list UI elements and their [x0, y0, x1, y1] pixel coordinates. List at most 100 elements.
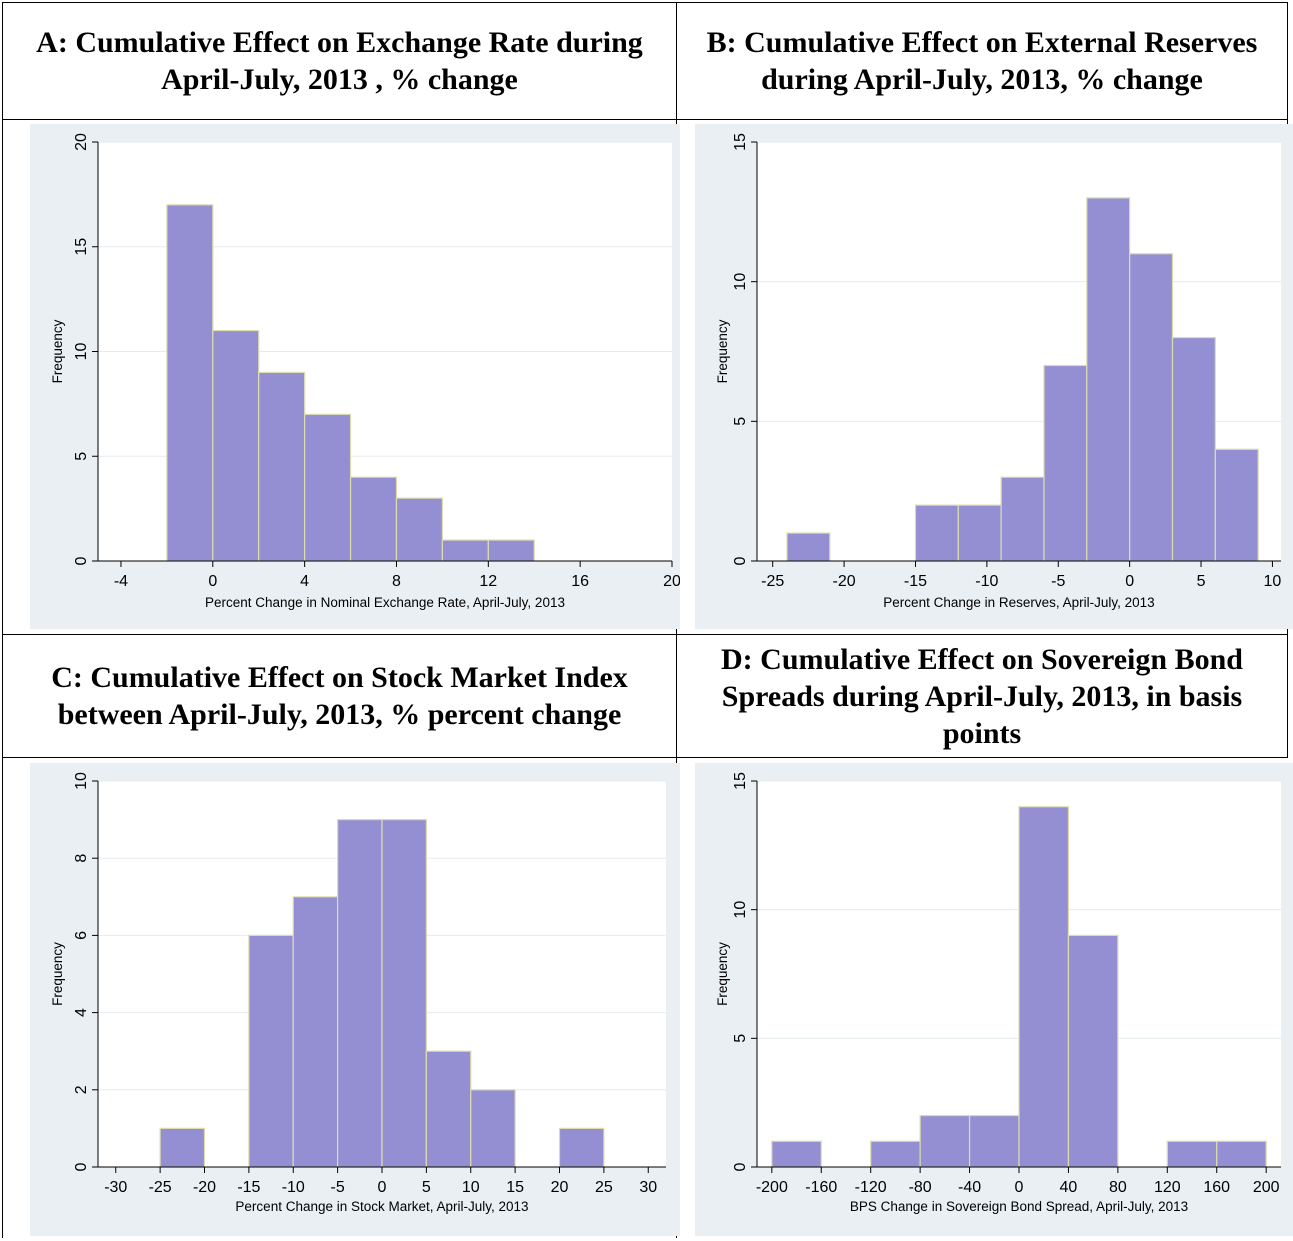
histogram-bar — [1067, 934, 1119, 1168]
x-tick-label: -15 — [904, 573, 927, 590]
y-axis-title: Frequency — [50, 942, 65, 1006]
histogram-bar — [304, 413, 352, 562]
x-tick-label: 0 — [378, 1179, 387, 1196]
histogram-bar — [919, 1114, 971, 1168]
x-tick-label: 120 — [1154, 1179, 1181, 1196]
histogram-bar — [957, 504, 1002, 562]
x-tick-label: -5 — [1051, 573, 1065, 590]
histogram-bar — [1086, 197, 1131, 562]
x-tick-label: 4 — [300, 573, 309, 590]
y-tick-label: 5 — [732, 417, 749, 426]
panel-d-svg: 0 5 10 15 -200 -160 -120 -80 -40 0 40 80 120 160 200 BP… — [715, 772, 1281, 1214]
x-tick-label: 80 — [1109, 1179, 1127, 1196]
histogram-bar — [441, 539, 489, 562]
histogram-bar — [1216, 1140, 1267, 1168]
y-tick-label: 10 — [73, 343, 90, 361]
x-tick-label: 5 — [1197, 573, 1206, 590]
histogram-bar — [558, 1127, 605, 1168]
panel-c-chart: 0 2 4 6 8 10 -30 -25 -20 -15 -10 -5 0 5 10 15 20 25 30 Perc… — [30, 763, 680, 1236]
table-rule-left-bottom — [2, 758, 3, 1238]
y-axis-title: Frequency — [715, 319, 730, 383]
panel-a-chart: 0 5 10 15 20 -4 0 4 8 12 16 20 Percent Change in Nom… — [30, 124, 680, 629]
x-tick-label: 0 — [208, 573, 217, 590]
x-tick-label: -200 — [756, 1179, 788, 1196]
y-tick-label: 0 — [732, 1162, 749, 1171]
x-tick-label: 40 — [1060, 1179, 1078, 1196]
x-tick-label: 15 — [506, 1179, 524, 1196]
y-tick-label: 0 — [73, 556, 90, 565]
panel-b-svg: 0 5 10 15 -25 -20 -15 -10 -5 0 5 10 Percent Change i… — [715, 133, 1282, 610]
panel-c-title: C: Cumulative Effect on Stock Market Ind… — [2, 634, 677, 758]
x-tick-label: -40 — [958, 1179, 981, 1196]
panel-c-svg: 0 2 4 6 8 10 -30 -25 -20 -15 -10 -5 0 5 10 15 20 25 30 Perc… — [50, 772, 666, 1214]
histogram-bar — [349, 476, 398, 562]
x-tick-label: -15 — [237, 1179, 260, 1196]
panel-d-title: D: Cumulative Effect on Sovereign Bond S… — [676, 634, 1288, 758]
x-tick-label: -80 — [909, 1179, 932, 1196]
y-tick-label: 15 — [732, 772, 749, 790]
x-tick-label: 30 — [639, 1179, 657, 1196]
y-tick-label: 10 — [732, 901, 749, 919]
histogram-bar — [1129, 253, 1174, 562]
histogram-bar — [1000, 476, 1045, 562]
y-tick-label: 8 — [73, 854, 90, 863]
y-tick-label: 10 — [732, 273, 749, 291]
y-tick-label: 10 — [73, 772, 90, 790]
x-axis-title: Percent Change in Reserves, April-July, … — [883, 595, 1154, 610]
x-tick-label: 25 — [595, 1179, 613, 1196]
histogram-bar — [248, 934, 294, 1168]
histogram-bar — [487, 539, 535, 562]
histogram-bar — [292, 896, 339, 1168]
x-tick-label: 10 — [1264, 573, 1282, 590]
x-axis-title: Percent Change in Nominal Exchange Rate,… — [205, 595, 565, 610]
x-tick-label: 10 — [462, 1179, 480, 1196]
histogram-bar — [337, 818, 383, 1168]
x-tick-label: -10 — [282, 1179, 305, 1196]
x-tick-label: -25 — [761, 573, 784, 590]
histogram-bar — [870, 1140, 921, 1168]
x-tick-label: 12 — [479, 573, 497, 590]
y-tick-label: 5 — [732, 1034, 749, 1043]
histogram-bar — [381, 818, 427, 1168]
histogram-bar — [968, 1114, 1020, 1168]
panel-a-svg: 0 5 10 15 20 -4 0 4 8 12 16 20 Percent Change in Nom… — [50, 133, 680, 610]
histogram-bar — [258, 371, 306, 562]
y-tick-label: 5 — [73, 452, 90, 461]
x-tick-label: 16 — [571, 573, 589, 590]
y-tick-label: 20 — [73, 133, 90, 151]
table-rule-left — [2, 120, 3, 634]
histogram-bar — [166, 204, 214, 562]
y-axis-title: Frequency — [715, 942, 730, 1006]
panel-b-title: B: Cumulative Effect on External Reserve… — [676, 2, 1288, 120]
x-tick-label: 20 — [663, 573, 680, 590]
histogram-bar — [1018, 806, 1070, 1168]
x-axis-title: Percent Change in Stock Market, April-Ju… — [235, 1199, 528, 1214]
y-tick-label: 6 — [73, 931, 90, 940]
y-tick-label: 15 — [73, 238, 90, 256]
histogram-bar — [914, 504, 959, 562]
x-tick-label: 0 — [1015, 1179, 1024, 1196]
x-tick-label: 5 — [422, 1179, 431, 1196]
x-tick-label: 200 — [1253, 1179, 1280, 1196]
x-tick-label: -120 — [855, 1179, 887, 1196]
y-tick-label: 15 — [732, 133, 749, 151]
x-tick-label: -5 — [331, 1179, 345, 1196]
x-tick-label: -30 — [104, 1179, 127, 1196]
panel-a-title: A: Cumulative Effect on Exchange Rate du… — [2, 2, 677, 120]
histogram-bar — [786, 532, 831, 562]
histogram-bar — [1171, 336, 1216, 562]
histogram-bar — [470, 1089, 516, 1168]
x-tick-label: -20 — [193, 1179, 216, 1196]
x-tick-label: 160 — [1203, 1179, 1230, 1196]
histogram-bar — [395, 497, 444, 562]
y-tick-label: 2 — [73, 1085, 90, 1094]
histogram-bar — [1166, 1140, 1218, 1168]
y-axis-title: Frequency — [50, 319, 65, 383]
x-tick-label: -25 — [149, 1179, 172, 1196]
y-tick-label: 0 — [73, 1162, 90, 1171]
panel-b-chart: 0 5 10 15 -25 -20 -15 -10 -5 0 5 10 Percent Change i… — [695, 124, 1293, 629]
y-tick-label: 4 — [73, 1008, 90, 1017]
x-tick-label: -160 — [805, 1179, 837, 1196]
x-tick-label: -20 — [833, 573, 856, 590]
